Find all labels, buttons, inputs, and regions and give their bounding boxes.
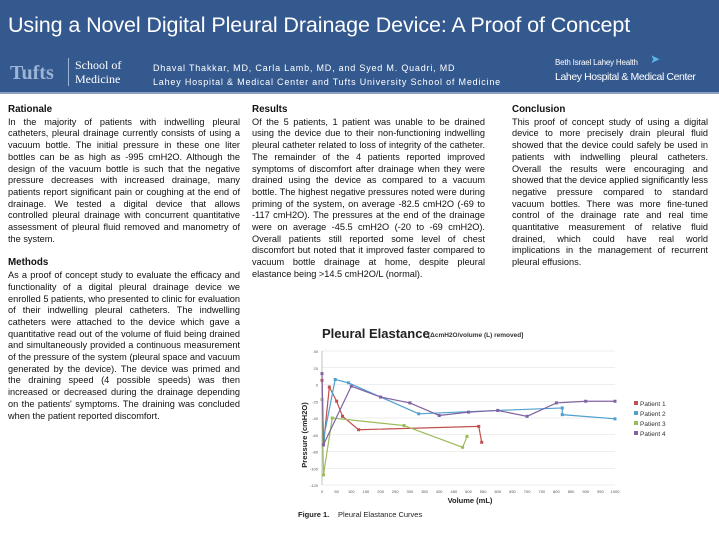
data-point [467, 410, 470, 414]
legend-label-2: Patient 2 [640, 411, 666, 418]
x-tick-label: 400 [436, 489, 443, 494]
poster-header: Using a Novel Digital Pleural Drainage D… [0, 0, 719, 94]
data-point [333, 377, 337, 381]
data-point [613, 399, 617, 403]
x-tick-label: 500 [465, 489, 472, 494]
data-point [554, 401, 558, 405]
pleural-elastance-chart: Pleural Elastance [ΔcmH2O/volume (L) rem… [298, 326, 666, 519]
x-tick-label: 250 [392, 489, 399, 494]
author-list: Dhaval Thakkar, MD, Carla Lamb, MD, and … [153, 63, 456, 73]
x-axis-label: Volume (mL) [448, 496, 493, 505]
figure-caption: Pleural Elastance Curves [338, 510, 422, 519]
y-axis-label: Pressure (cmH2O) [300, 402, 309, 468]
data-point [408, 401, 412, 405]
chart-subtitle: [ΔcmH2O/volume (L) removed] [428, 332, 523, 339]
x-tick-label: 1000 [611, 489, 621, 494]
x-tick-label: 350 [421, 489, 428, 494]
x-tick-label: 750 [538, 489, 545, 494]
x-tick-label: 950 [597, 489, 604, 494]
legend-label-1: Patient 1 [640, 401, 666, 408]
column-left: Rationale In the majority of patients wi… [8, 104, 240, 434]
data-point [320, 372, 324, 376]
data-point [560, 413, 564, 417]
x-tick-label: 650 [509, 489, 516, 494]
data-point [525, 414, 529, 418]
legend-marker-1 [634, 401, 638, 405]
bird-logo-icon: ➤ [650, 52, 661, 66]
x-tick-label: 200 [377, 489, 384, 494]
y-tick-label: 20 [314, 366, 319, 371]
tufts-logo: Tufts [10, 62, 54, 84]
data-point [461, 445, 465, 449]
data-point [357, 428, 361, 432]
conclusion-heading: Conclusion [512, 104, 566, 115]
bilh-logo-text: Beth Israel Lahey Health [555, 58, 638, 67]
y-tick-label: -40 [312, 416, 319, 421]
x-tick-label: 50 [334, 489, 339, 494]
series-line-3 [321, 399, 468, 476]
legend-marker-4 [634, 431, 638, 435]
data-point [437, 413, 441, 417]
results-text: Of the 5 patients, 1 patient was unable … [252, 116, 485, 279]
rationale-heading: Rationale [8, 104, 53, 115]
y-tick-label: -60 [312, 433, 319, 438]
conclusion-text: This proof of concept study of using a d… [512, 116, 708, 268]
data-point [496, 408, 500, 412]
data-point [613, 417, 617, 421]
data-point [480, 440, 484, 444]
x-tick-label: 850 [568, 489, 575, 494]
data-point [402, 424, 406, 428]
data-point [330, 416, 334, 420]
poster-title: Using a Novel Digital Pleural Drainage D… [8, 13, 631, 37]
y-tick-label: -100 [310, 466, 319, 471]
data-point [417, 412, 421, 416]
data-point [327, 385, 331, 389]
rationale-text: In the majority of patients with indwell… [8, 116, 240, 244]
x-tick-label: 800 [553, 489, 560, 494]
x-tick-label: 600 [494, 489, 501, 494]
x-tick-label: 450 [451, 489, 458, 494]
series-line-4 [321, 373, 615, 446]
methods-text: As a proof of concept study to evaluate … [8, 270, 240, 421]
legend-marker-2 [634, 411, 638, 415]
y-tick-label: -80 [312, 450, 319, 455]
column-middle: Results Of the 5 patients, 1 patient was… [252, 104, 485, 293]
x-tick-label: 300 [407, 489, 414, 494]
lahey-logo-text: Lahey Hospital & Medical Center [555, 71, 696, 83]
data-point [346, 381, 350, 385]
data-point [341, 414, 345, 418]
data-point [349, 384, 353, 388]
x-tick-label: 900 [582, 489, 589, 494]
x-tick-label: 100 [348, 489, 355, 494]
x-tick-label: 700 [524, 489, 531, 494]
column-right: Conclusion This proof of concept study o… [512, 104, 708, 281]
school-line2: Medicine [75, 72, 121, 86]
data-point [335, 399, 339, 403]
authors: Dhaval Thakkar, MD, Carla Lamb, MD, and … [153, 61, 543, 89]
data-point [465, 434, 469, 438]
methods-heading: Methods [8, 257, 49, 269]
legend-label-3: Patient 3 [640, 421, 666, 428]
legend-marker-3 [634, 421, 638, 425]
data-point [379, 395, 383, 399]
data-point [477, 424, 481, 428]
data-point [321, 473, 325, 477]
y-tick-label: 40 [314, 349, 319, 354]
affiliation: Lahey Hospital & Medical Center and Tuft… [153, 77, 501, 87]
chart-title: Pleural Elastance [322, 326, 430, 341]
y-tick-label: 0 [316, 383, 319, 388]
figure-caption-label: Figure 1. [298, 510, 329, 519]
x-tick-label: 150 [363, 489, 370, 494]
data-point [560, 406, 564, 410]
x-tick-label: 0 [321, 489, 324, 494]
x-tick-label: 550 [480, 489, 487, 494]
results-heading: Results [252, 104, 288, 115]
school-line1: School of [75, 58, 122, 72]
school-of-medicine-logo: School of Medicine [68, 58, 121, 86]
data-point [321, 443, 325, 447]
y-tick-label: -120 [310, 483, 319, 488]
data-point [584, 399, 588, 403]
legend-label-4: Patient 4 [640, 431, 666, 438]
y-tick-label: -20 [312, 399, 319, 404]
